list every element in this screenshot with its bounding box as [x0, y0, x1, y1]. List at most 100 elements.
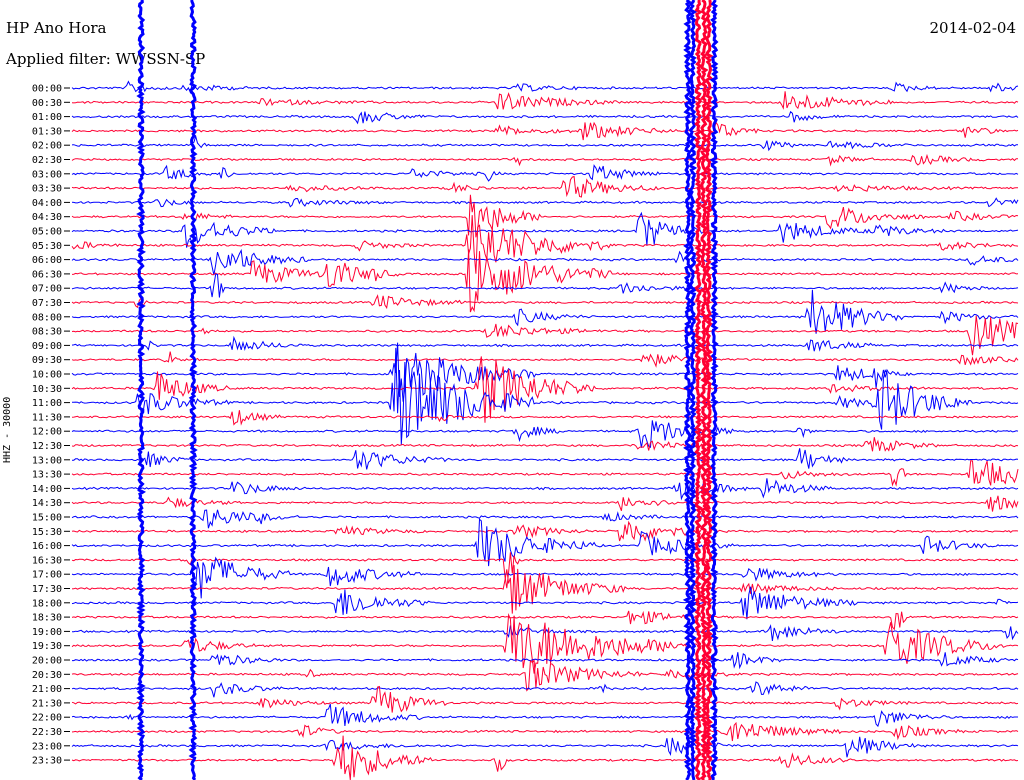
row-time-label: 01:30 — [32, 126, 62, 137]
row-time-label: 16:30 — [32, 555, 62, 566]
seismic-trace-row — [71, 356, 1019, 423]
row-time-label: 06:30 — [32, 269, 62, 280]
seismic-trace-row — [71, 681, 1019, 698]
row-time-label: 15:30 — [32, 527, 62, 538]
seismic-trace-row — [71, 197, 1019, 208]
row-time-label: 07:30 — [32, 298, 62, 309]
row-time-label: 17:00 — [32, 570, 62, 581]
seismic-trace-row — [71, 110, 1019, 125]
row-time-label: 23:00 — [32, 741, 62, 752]
row-time-label: 03:00 — [32, 169, 62, 180]
date-label: 2014-02-04 — [929, 19, 1016, 37]
seismic-trace-row — [71, 520, 1019, 542]
seismic-trace-row — [71, 410, 1018, 426]
seismic-trace-row — [71, 351, 1019, 368]
seismic-trace-row — [71, 175, 1018, 198]
row-time-label: 19:30 — [32, 641, 62, 652]
saturated-trace — [687, 0, 698, 780]
row-time-label: 10:30 — [32, 384, 62, 395]
row-time-label: 19:00 — [32, 627, 62, 638]
row-time-label: 06:00 — [32, 255, 62, 266]
row-time-label: 12:00 — [32, 427, 62, 438]
seismic-trace-row — [72, 448, 1019, 470]
seismic-trace-row — [71, 80, 1019, 95]
seismic-trace-row — [71, 460, 1019, 487]
seismic-trace-row — [71, 315, 1019, 356]
seismic-trace-row — [71, 586, 1019, 620]
row-time-label: 00:00 — [32, 84, 62, 95]
seismic-trace-row — [71, 211, 1019, 248]
seismic-trace-row — [71, 249, 1019, 313]
row-time-label: 21:30 — [32, 698, 62, 709]
row-time-label: 00:30 — [32, 98, 62, 109]
row-time-label: 03:30 — [32, 184, 62, 195]
seismic-trace-row — [71, 342, 1019, 402]
seismic-trace-row — [71, 437, 1019, 452]
seismic-trace-row — [71, 420, 1019, 448]
row-time-label: 11:30 — [32, 412, 62, 423]
row-time-label: 16:00 — [32, 541, 62, 552]
row-time-label: 08:30 — [32, 327, 62, 338]
row-time-label: 22:00 — [32, 713, 62, 724]
seismic-trace-row — [71, 273, 1019, 298]
seismic-trace-row — [71, 518, 1019, 567]
row-time-label: 01:00 — [32, 112, 62, 123]
row-time-label: 20:00 — [32, 656, 62, 667]
seismic-trace-row — [71, 164, 1019, 182]
row-time-label: 05:00 — [32, 227, 62, 238]
saturated-trace — [682, 0, 693, 780]
saturated-trace — [136, 0, 146, 780]
seismic-trace-row — [71, 703, 1018, 728]
row-time-label: 23:30 — [32, 756, 62, 767]
seismic-trace-row — [71, 495, 1019, 512]
seismic-trace-row — [71, 294, 1019, 310]
seismic-trace-row — [71, 289, 1019, 334]
seismic-trace-row — [71, 610, 1019, 631]
row-time-label: 13:00 — [32, 455, 62, 466]
seismic-trace-row — [71, 194, 1019, 238]
row-time-label: 04:30 — [32, 212, 62, 223]
row-time-label: 08:00 — [32, 312, 62, 323]
row-time-label: 20:30 — [32, 670, 62, 681]
seismic-trace-row — [71, 613, 1019, 674]
saturated-trace — [703, 0, 714, 780]
seismic-trace-row — [71, 509, 1019, 529]
seismic-trace-row — [71, 347, 1019, 445]
saturated-trace — [698, 0, 710, 780]
row-time-label: 14:00 — [32, 484, 62, 495]
row-time-label: 17:30 — [32, 584, 62, 595]
seismic-trace-row — [71, 721, 1019, 742]
seismic-trace-row — [71, 659, 1019, 692]
saturated-trace — [693, 0, 704, 780]
row-time-label: 15:00 — [32, 513, 62, 524]
seismic-trace-row — [71, 735, 1019, 780]
seismic-trace-row — [71, 736, 1019, 758]
seismic-trace-row — [71, 565, 1019, 614]
row-time-label: 02:00 — [32, 141, 62, 152]
row-time-label: 18:00 — [32, 598, 62, 609]
row-time-label: 04:00 — [32, 198, 62, 209]
row-time-label: 09:00 — [32, 341, 62, 352]
saturated-trace — [188, 0, 198, 780]
row-time-label: 18:30 — [32, 613, 62, 624]
seismic-trace-row — [71, 685, 1019, 713]
row-time-label: 14:30 — [32, 498, 62, 509]
seismic-trace-row — [71, 134, 1018, 152]
row-time-label: 21:00 — [32, 684, 62, 695]
seismic-trace-row — [71, 248, 1019, 276]
seismic-trace-row — [71, 335, 1019, 352]
row-time-label: 11:00 — [32, 398, 62, 409]
row-time-label: 05:30 — [32, 241, 62, 252]
saturated-trace — [709, 0, 719, 780]
row-time-label: 22:30 — [32, 727, 62, 738]
row-time-label: 09:30 — [32, 355, 62, 366]
row-time-label: 07:00 — [32, 284, 62, 295]
seismic-trace-row — [71, 91, 1019, 110]
seismic-trace-row — [71, 552, 1019, 589]
seismic-trace-row — [71, 121, 1019, 141]
seismic-trace-row — [71, 215, 1019, 274]
seismic-trace-row — [71, 556, 1019, 599]
chart-title: HP Ano Hora — [6, 19, 107, 37]
row-time-label: 02:30 — [32, 155, 62, 166]
